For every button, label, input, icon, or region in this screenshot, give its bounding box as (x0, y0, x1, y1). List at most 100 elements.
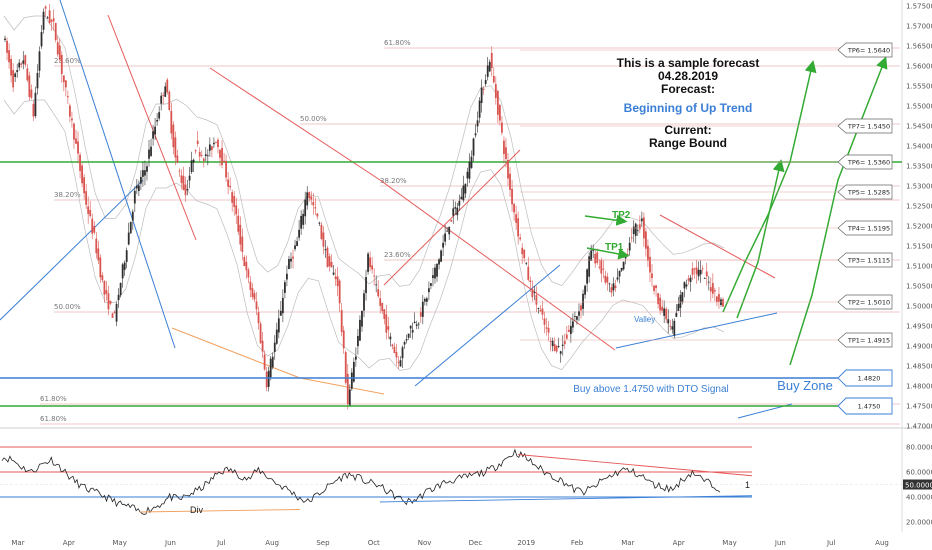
candle-body (267, 370, 270, 387)
valley-label: Valley (634, 315, 655, 324)
candle-body (36, 72, 39, 89)
candle-body (253, 293, 256, 300)
candle-body (580, 305, 582, 311)
candle-body (38, 51, 41, 71)
candle-body (363, 293, 365, 311)
fib-label: 61.80% (384, 39, 411, 47)
candle-body (336, 276, 339, 287)
x-tick-label: Aug (265, 539, 279, 547)
tp-callout-label: TP3= 1.5115 (847, 256, 890, 264)
candle-body (636, 230, 639, 232)
candle-body (681, 292, 684, 303)
candle-body (334, 276, 337, 280)
candle-body (574, 316, 576, 317)
candle-body (401, 347, 404, 359)
candle-body (529, 280, 532, 282)
candle-body (97, 248, 100, 261)
candle-body (111, 313, 114, 318)
candle-body (389, 336, 392, 340)
candle-body (446, 230, 449, 232)
candle-body (22, 60, 25, 64)
candle-body (428, 288, 430, 293)
candle-body (233, 195, 236, 208)
candle-body (586, 269, 588, 284)
candle-body (288, 258, 290, 270)
candle-body (525, 262, 528, 264)
buy-zone-label: Buy Zone (777, 378, 833, 393)
candle-body (75, 138, 77, 144)
rsi-line (1, 448, 721, 515)
candle-body (460, 196, 463, 200)
candle-body (651, 273, 653, 279)
tp-callout (837, 184, 893, 200)
candle-body (711, 283, 714, 294)
osc-y-tick-label: 60.0000 (906, 469, 932, 477)
candle-body (709, 287, 712, 292)
candle-body (399, 360, 402, 367)
candle-body (137, 185, 140, 192)
candle-body (4, 38, 6, 40)
forecast-arrow (736, 159, 785, 319)
candle-body (245, 261, 248, 271)
candle-body (718, 294, 720, 302)
candle-body (142, 170, 144, 177)
candle-body (434, 267, 436, 279)
candle-body (393, 346, 396, 354)
y-tick-label: 1.49000 (906, 343, 932, 351)
candle-body (537, 308, 540, 309)
candle-body (602, 268, 605, 270)
candle-body (494, 84, 497, 99)
candle-body (559, 351, 562, 354)
candle-body (50, 20, 53, 22)
candle-body (71, 118, 73, 121)
candle-body (381, 302, 384, 312)
candle-body (567, 329, 570, 332)
candle-body (604, 275, 607, 283)
buy-callout-label: 1.4820 (858, 374, 881, 382)
fib-label: 50.00% (300, 115, 327, 123)
candle-body (89, 210, 92, 216)
candle-body (352, 361, 355, 382)
candle-body (407, 333, 410, 338)
candle-body (249, 281, 252, 290)
candle-body (509, 173, 511, 190)
candle-body (541, 308, 544, 315)
osc-value-box (903, 479, 932, 490)
y-tick-label: 1.54500 (906, 123, 932, 131)
candle-body (385, 314, 388, 333)
forecast-label: Forecast: (661, 82, 715, 96)
candle-body (28, 75, 31, 97)
candle-body (190, 160, 193, 173)
candle-body (324, 249, 327, 251)
candle-body (419, 312, 422, 317)
candle-body (87, 206, 90, 214)
candle-body (466, 171, 469, 179)
candle-body (653, 285, 655, 291)
candle-body (107, 293, 110, 310)
forecast-arrow (789, 56, 888, 366)
candle-body (697, 269, 700, 277)
candle-body (66, 96, 69, 98)
candle-body (671, 326, 674, 330)
candle-body (60, 55, 63, 74)
candle-body (535, 295, 538, 305)
bb-upper (3, 15, 725, 287)
candle-body (655, 285, 657, 289)
candle-body (612, 283, 615, 291)
candle-body (26, 68, 29, 81)
candle-body (44, 6, 47, 9)
candle-body (54, 22, 57, 40)
candle-body (679, 294, 682, 308)
candle-body (569, 325, 572, 335)
y-tick-label: 1.53000 (906, 183, 932, 191)
candle-body (452, 208, 455, 216)
candle-body (588, 256, 591, 277)
tp-callout-label: TP5= 1.5285 (847, 188, 890, 196)
candle-body (594, 254, 597, 264)
trendline (659, 214, 776, 279)
candle-body (24, 55, 27, 65)
candle-body (543, 318, 546, 325)
candle-body (379, 298, 382, 306)
candle-body (69, 105, 71, 117)
